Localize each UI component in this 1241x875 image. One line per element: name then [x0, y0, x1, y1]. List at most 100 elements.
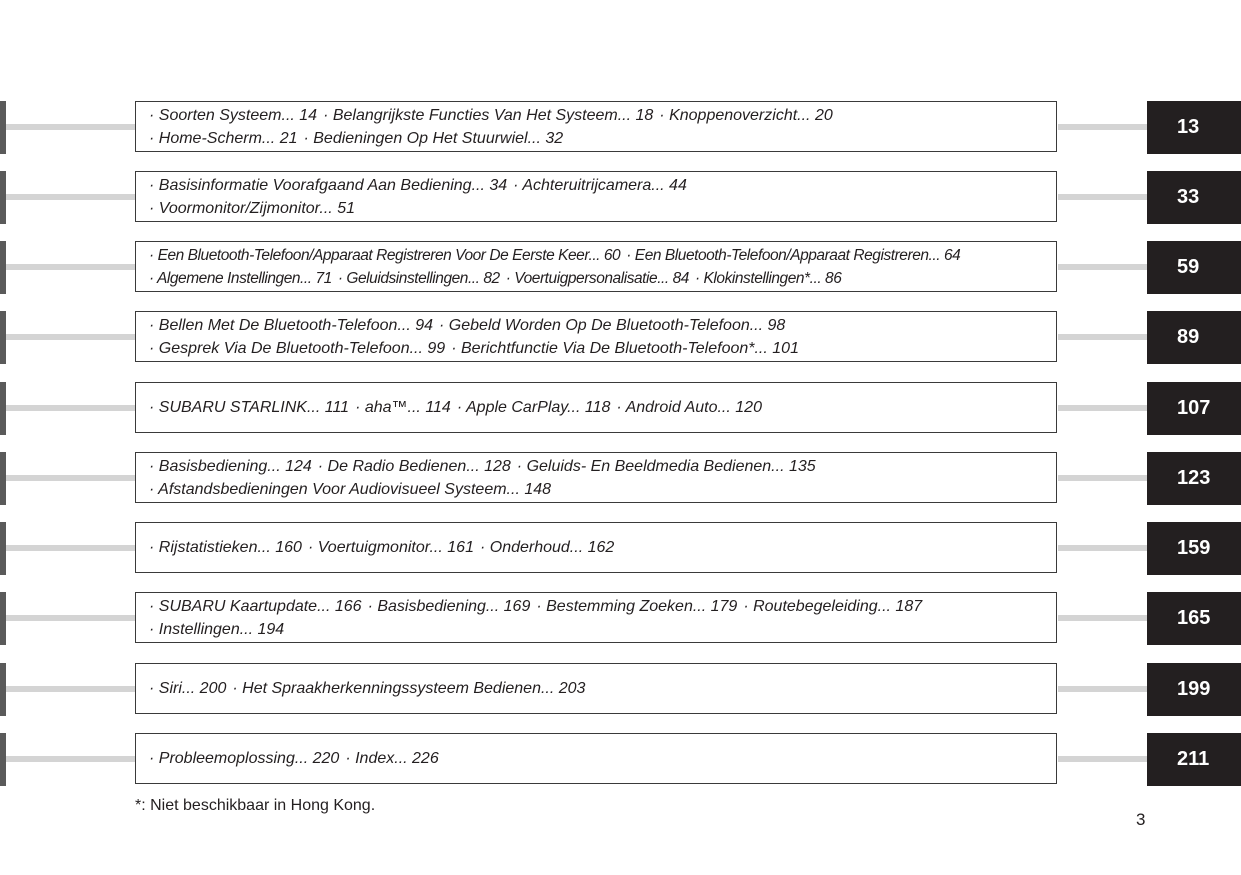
toc-entry-box: · Basisinformatie Voorafgaand Aan Bedien…: [135, 171, 1057, 222]
toc-link[interactable]: · Gebeld Worden Op De Bluetooth-Telefoon…: [439, 316, 786, 334]
chapter-page-badge[interactable]: 33: [1147, 171, 1241, 224]
toc-link[interactable]: · Siri... 200: [149, 680, 227, 697]
connector-line: [1058, 756, 1148, 762]
chapter-page-badge[interactable]: 159: [1147, 522, 1241, 575]
toc-section: 165 · SUBARU Kaartupdate... 166 · Basisbed…: [0, 592, 1241, 645]
toc-line: · Voormonitor/Zijmonitor... 51: [149, 197, 1056, 220]
toc-link[interactable]: · Algemene Instellingen... 71: [149, 269, 332, 287]
connector-line: [1058, 405, 1148, 411]
toc-entry-box: · Bellen Met De Bluetooth-Telefoon... 94…: [135, 311, 1057, 362]
toc-entry-box: · Rijstatistieken... 160 · Voertuigmonito…: [135, 522, 1057, 573]
toc-link[interactable]: · Voertuigmonitor... 161: [307, 539, 474, 556]
toc-link[interactable]: · Een Bluetooth-Telefoon/Apparaat Regist…: [149, 246, 621, 264]
toc-link[interactable]: · Android Auto... 120: [616, 399, 762, 416]
toc-entry-box: · Siri... 200 · Het Spraakherkenningssyst…: [135, 663, 1057, 714]
toc-link[interactable]: · Basisbediening... 169: [367, 597, 531, 615]
toc-link[interactable]: · aha™... 114: [355, 399, 451, 416]
toc-entry-box: · Probleemoplossing... 220 · Index... 226: [135, 733, 1057, 784]
toc-line: · Soorten Systeem... 14 · Belangrijkste F…: [149, 104, 1056, 127]
edge-tab: [0, 452, 6, 505]
toc-link[interactable]: · Home-Scherm... 21: [149, 129, 298, 147]
chapter-page-badge[interactable]: 13: [1147, 101, 1241, 154]
connector-line: [6, 475, 136, 481]
toc-link[interactable]: · Berichtfunctie Via De Bluetooth-Telefo…: [451, 339, 799, 357]
toc-line: · SUBARU Kaartupdate... 166 · Basisbedien…: [149, 595, 1056, 618]
connector-line: [1058, 334, 1148, 340]
toc-entry-box: · Soorten Systeem... 14 · Belangrijkste F…: [135, 101, 1057, 152]
toc-link[interactable]: · Belangrijkste Functies Van Het Systeem…: [323, 106, 654, 124]
edge-tab: [0, 592, 6, 645]
toc-link[interactable]: · Knoppenoverzicht... 20: [659, 106, 833, 124]
toc-section: 107 · SUBARU STARLINK... 111 · aha™... 114…: [0, 382, 1241, 435]
toc-line: · Een Bluetooth-Telefoon/Apparaat Regist…: [149, 244, 1056, 267]
toc-line: · Rijstatistieken... 160 · Voertuigmonito…: [149, 536, 1056, 559]
edge-tab: [0, 171, 6, 224]
toc-section: 159 · Rijstatistieken... 160 · Voertuigmon…: [0, 522, 1241, 575]
toc-link[interactable]: · Index... 226: [345, 750, 439, 767]
edge-tab: [0, 382, 6, 435]
toc-section: 123 · Basisbediening... 124 · De Radio Bed…: [0, 452, 1241, 505]
toc-link[interactable]: · SUBARU STARLINK... 111: [149, 399, 350, 416]
toc-link[interactable]: · Geluidsinstellingen... 82: [337, 269, 500, 287]
toc-line: · Bellen Met De Bluetooth-Telefoon... 94…: [149, 314, 1056, 337]
edge-tab: [0, 663, 6, 716]
connector-line: [1058, 615, 1148, 621]
toc-link[interactable]: · Basisinformatie Voorafgaand Aan Bedien…: [149, 176, 508, 194]
toc-section: 211 · Probleemoplossing... 220 · Index... …: [0, 733, 1241, 786]
toc-link[interactable]: · Geluids- En Beeldmedia Bedienen... 135: [516, 457, 816, 475]
edge-tab: [0, 522, 6, 575]
toc-entry-box: · Basisbediening... 124 · De Radio Bedien…: [135, 452, 1057, 503]
connector-line: [1058, 686, 1148, 692]
toc-line: · Home-Scherm... 21 · Bedieningen Op Het …: [149, 127, 1056, 150]
toc-link[interactable]: · Instellingen... 194: [149, 620, 285, 638]
chapter-page-badge[interactable]: 165: [1147, 592, 1241, 645]
toc-line: · Gesprek Via De Bluetooth-Telefoon... 9…: [149, 337, 1056, 360]
toc-link[interactable]: · Bedieningen Op Het Stuurwiel... 32: [303, 129, 564, 147]
connector-line: [6, 124, 136, 130]
chapter-page-badge[interactable]: 123: [1147, 452, 1241, 505]
connector-line: [1058, 124, 1148, 130]
toc-link[interactable]: · Rijstatistieken... 160: [149, 539, 302, 556]
toc-link[interactable]: · Afstandsbedieningen Voor Audiovisueel …: [149, 480, 552, 498]
toc-link[interactable]: · Soorten Systeem... 14: [149, 106, 318, 124]
toc-link[interactable]: · Routebegeleiding... 187: [743, 597, 923, 615]
toc-link[interactable]: · Achteruitrijcamera... 44: [513, 176, 687, 194]
connector-line: [6, 615, 136, 621]
chapter-page-badge[interactable]: 89: [1147, 311, 1241, 364]
toc-link[interactable]: · Voormonitor/Zijmonitor... 51: [149, 199, 355, 217]
toc-entry-box: · SUBARU STARLINK... 111 · aha™... 114 · A…: [135, 382, 1057, 433]
connector-line: [6, 194, 136, 200]
chapter-page-badge[interactable]: 199: [1147, 663, 1241, 716]
toc-link[interactable]: · Gesprek Via De Bluetooth-Telefoon... 9…: [149, 339, 446, 357]
toc-line: · Basisbediening... 124 · De Radio Bedien…: [149, 455, 1056, 478]
toc-section: 89 · Bellen Met De Bluetooth-Telefoon... …: [0, 311, 1241, 364]
chapter-page-badge[interactable]: 107: [1147, 382, 1241, 435]
toc-line: · Instellingen... 194: [149, 618, 1056, 641]
connector-line: [6, 334, 136, 340]
toc-link[interactable]: · Onderhoud... 162: [479, 539, 615, 556]
toc-link[interactable]: · Basisbediening... 124: [149, 457, 312, 475]
toc-section: 199 · Siri... 200 · Het Spraakherkenningss…: [0, 663, 1241, 716]
connector-line: [6, 405, 136, 411]
toc-line: · Basisinformatie Voorafgaand Aan Bedien…: [149, 174, 1056, 197]
toc-entry-box: · SUBARU Kaartupdate... 166 · Basisbedien…: [135, 592, 1057, 643]
toc-link[interactable]: · Apple CarPlay... 118: [456, 399, 611, 416]
toc-link[interactable]: · Een Bluetooth-Telefoon/Apparaat Regist…: [626, 246, 961, 264]
toc-link[interactable]: · Klokinstellingen*... 86: [694, 269, 842, 287]
chapter-page-badge[interactable]: 211: [1147, 733, 1241, 786]
edge-tab: [0, 311, 6, 364]
toc-link[interactable]: · Het Spraakherkenningssysteem Bedienen.…: [232, 680, 586, 697]
toc-line: · SUBARU STARLINK... 111 · aha™... 114 · A…: [149, 396, 1056, 419]
toc-link[interactable]: · Voertuigpersonalisatie... 84: [505, 269, 690, 287]
toc-link[interactable]: · SUBARU Kaartupdate... 166: [149, 597, 362, 615]
chapter-page-badge[interactable]: 59: [1147, 241, 1241, 294]
toc-link[interactable]: · Bellen Met De Bluetooth-Telefoon... 94: [149, 316, 434, 334]
toc-section: 59 · Een Bluetooth-Telefoon/Apparaat Regi…: [0, 241, 1241, 294]
edge-tab: [0, 241, 6, 294]
toc-link[interactable]: · Bestemming Zoeken... 179: [536, 597, 738, 615]
toc-link[interactable]: · De Radio Bedienen... 128: [317, 457, 511, 475]
toc-section: 13 · Soorten Systeem... 14 · Belangrijkste…: [0, 101, 1241, 154]
connector-line: [6, 756, 136, 762]
toc-link[interactable]: · Probleemoplossing... 220: [149, 750, 340, 767]
toc-line: · Probleemoplossing... 220 · Index... 226: [149, 747, 1056, 770]
